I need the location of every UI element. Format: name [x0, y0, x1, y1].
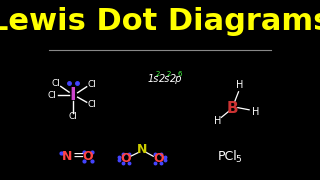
- Text: Cl: Cl: [87, 80, 96, 89]
- Text: O: O: [83, 150, 93, 163]
- Text: 2: 2: [155, 71, 159, 77]
- Text: 2: 2: [166, 71, 171, 77]
- Text: N: N: [137, 143, 147, 156]
- Text: Cl: Cl: [87, 100, 96, 109]
- Text: 1s: 1s: [148, 74, 159, 84]
- Text: Lewis Dot Diagrams: Lewis Dot Diagrams: [0, 7, 320, 36]
- Text: Cl: Cl: [69, 112, 77, 121]
- Text: H: H: [252, 107, 260, 117]
- Text: H: H: [214, 116, 221, 126]
- Text: 6: 6: [178, 71, 182, 77]
- Text: Cl: Cl: [48, 91, 57, 100]
- Text: 2p: 2p: [170, 74, 182, 84]
- Text: N: N: [62, 150, 73, 163]
- Text: I: I: [70, 86, 76, 104]
- Text: 5: 5: [236, 155, 241, 164]
- Text: O: O: [153, 152, 164, 165]
- Text: =: =: [73, 150, 84, 164]
- Text: H: H: [236, 80, 244, 90]
- Text: Cl: Cl: [51, 79, 60, 88]
- Text: B: B: [226, 100, 238, 116]
- Text: PCl: PCl: [218, 150, 237, 163]
- Text: O: O: [120, 152, 131, 165]
- Text: 2s: 2s: [159, 74, 170, 84]
